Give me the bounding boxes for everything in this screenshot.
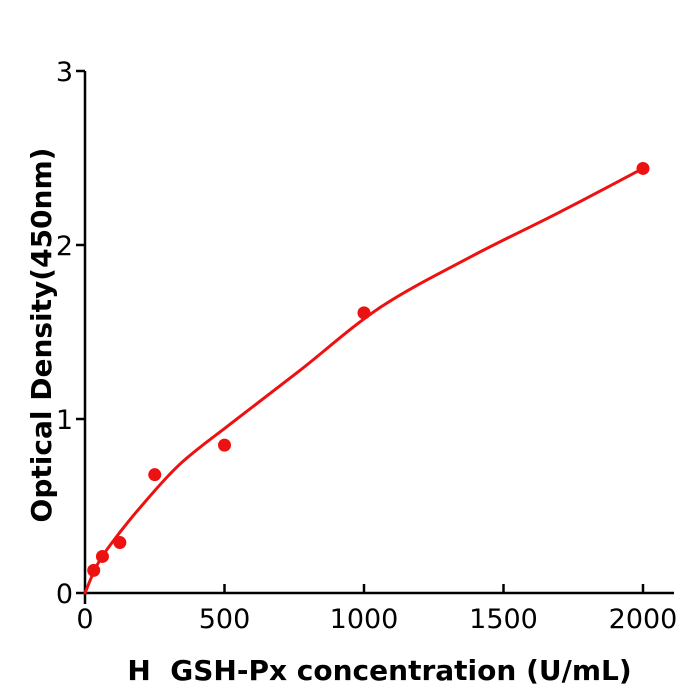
axes <box>76 69 674 604</box>
data-point <box>148 468 162 482</box>
x-tick-label: 1500 <box>469 604 538 635</box>
y-axis-title: Optical Density(450nm) <box>25 147 58 523</box>
y-tick-label: 0 <box>56 579 73 610</box>
x-tick-label: 0 <box>76 604 93 635</box>
x-tick-label: 500 <box>199 604 251 635</box>
y-tick-label: 1 <box>56 405 73 436</box>
tick-labels: 0 500 1000 1500 2000 0 1 2 3 <box>56 57 678 635</box>
x-tick-label: 2000 <box>609 604 678 635</box>
data-point <box>113 536 127 550</box>
fit-curve <box>83 166 645 595</box>
y-tick-label: 2 <box>56 231 73 262</box>
data-series <box>83 161 650 595</box>
y-tick-label: 3 <box>56 57 73 88</box>
data-point <box>218 438 231 452</box>
x-axis-title: H GSH-Px concentration (U/mL) <box>127 654 632 687</box>
x-tick-label: 1000 <box>330 604 399 635</box>
